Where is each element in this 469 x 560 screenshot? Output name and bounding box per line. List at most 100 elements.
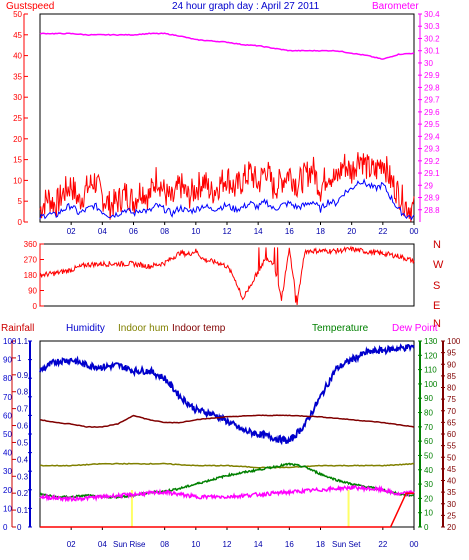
temperature-tick-label: 110 — [424, 366, 437, 375]
dewpoint-tick-label: 80 — [447, 384, 456, 393]
baro-tick-label: 29 — [424, 181, 433, 190]
gust-tick-label: 20 — [13, 135, 22, 144]
time-tick-label: 14 — [254, 227, 263, 236]
time-tick-label: 22 — [378, 227, 387, 236]
time-tick-label: 16 — [285, 227, 294, 236]
temperature-tick-label: 0 — [424, 523, 429, 532]
time-tick-label: 08 — [160, 227, 169, 236]
baro-tick-label: 29.9 — [424, 71, 440, 80]
rainfall-tick-label: 0.3 — [17, 472, 29, 481]
humidity-tick-label: 10 — [3, 504, 12, 513]
time-tick-label: 12 — [223, 227, 232, 236]
dewpoint-tick-label: 40 — [447, 477, 456, 486]
humidity-tick-label: 0 — [3, 523, 8, 532]
temperature-tick-label: 50 — [424, 451, 433, 460]
dew-point-label: Dew Point — [392, 323, 438, 334]
dewpoint-tick-label: 90 — [447, 360, 456, 369]
time-tick-label: 18 — [316, 227, 325, 236]
dewpoint-tick-label: 60 — [447, 430, 456, 439]
compass-w: W — [433, 259, 444, 271]
gust-tick-label: 5 — [18, 197, 23, 206]
baro-tick-label: 28.8 — [424, 206, 440, 215]
dewpoint-tick-label: 70 — [447, 407, 456, 416]
time-tick-label: 04 — [98, 227, 107, 236]
compass-s: S — [433, 280, 440, 292]
temperature-tick-label: 80 — [424, 409, 433, 418]
chart-title: 24 hour graph day : April 27 2011 — [172, 1, 320, 12]
baro-tick-label: 29.1 — [424, 169, 440, 178]
gust-tick-label: 25 — [13, 114, 22, 123]
gust-tick-label: 40 — [13, 52, 22, 61]
temperature-tick-label: 60 — [424, 437, 433, 446]
temperature-tick-label: 30 — [424, 480, 433, 489]
humidity-tick-label: 100 — [3, 337, 17, 346]
dewpoint-tick-label: 30 — [447, 500, 456, 509]
temperature-tick-label: 40 — [424, 466, 433, 475]
gust-tick-label: 50 — [13, 10, 22, 19]
rainfall-tick-label: 0 — [17, 523, 22, 532]
time-tick-label-bottom: 16 — [285, 540, 294, 549]
temperature-tick-label: 70 — [424, 423, 433, 432]
rainfall-tick-label: 0.6 — [17, 422, 29, 431]
humidity-line — [39, 343, 415, 446]
baro-tick-label: 29.5 — [424, 120, 440, 129]
indoor-temp-line — [39, 414, 415, 428]
time-tick-label: 06 — [129, 227, 138, 236]
direction-tick-label: 180 — [24, 271, 38, 280]
dewpoint-line — [39, 484, 415, 503]
temperature-tick-label: 130 — [424, 337, 438, 346]
humidity-tick-label: 70 — [3, 393, 12, 402]
humidity-tick-label: 80 — [3, 374, 12, 383]
compass-n-bottom: N — [433, 318, 441, 330]
baro-tick-label: 29.2 — [424, 157, 440, 166]
time-tick-label-bottom: 10 — [191, 540, 200, 549]
baro-tick-label: 30.4 — [424, 10, 440, 19]
gust-tick-label: 45 — [13, 31, 22, 40]
rainfall-tick-label: 0.4 — [17, 455, 29, 464]
time-tick-label-bottom: 22 — [378, 540, 387, 549]
time-tick-label: 02 — [67, 227, 76, 236]
dewpoint-tick-label: 95 — [447, 349, 456, 358]
humidity-tick-label: 30 — [3, 467, 12, 476]
time-tick-label-bottom: 04 — [98, 540, 107, 549]
gust-tick-label: 15 — [13, 156, 22, 165]
gust-tick-label: 35 — [13, 72, 22, 81]
temperature-tick-label: 10 — [424, 509, 433, 518]
temperature-label: Temperature — [312, 323, 369, 334]
baro-tick-label: 29.7 — [424, 96, 440, 105]
time-tick-label-bottom: 12 — [223, 540, 232, 549]
direction-tick-label: 90 — [28, 287, 37, 296]
baro-tick-label: 29.8 — [424, 83, 440, 92]
temperature-tick-label: 20 — [424, 494, 433, 503]
baro-tick-label: 28.9 — [424, 194, 440, 203]
time-tick-label-bottom: 18 — [316, 540, 325, 549]
sun-set-label: Sun Set — [332, 540, 361, 549]
direction-tick-label: 360 — [24, 240, 38, 249]
gust-line — [39, 152, 415, 222]
humidity-tick-label: 60 — [3, 411, 12, 420]
temperature-tick-label: 90 — [424, 394, 433, 403]
sun-rise-label: Sun Rise — [113, 540, 146, 549]
baro-tick-label: 29.6 — [424, 108, 440, 117]
time-tick-label: 10 — [191, 227, 200, 236]
baro-tick-label: 29.3 — [424, 145, 440, 154]
barometer-label: Barometer — [372, 1, 419, 12]
baro-tick-label: 29.4 — [424, 132, 440, 141]
humidity-tick-label: 20 — [3, 486, 12, 495]
dewpoint-tick-label: 100 — [447, 337, 461, 346]
rainfall-tick-label: 1 — [17, 354, 22, 363]
rainfall-line — [40, 492, 414, 528]
temperature-line — [40, 462, 415, 500]
rainfall-tick-label: 0.7 — [17, 405, 29, 414]
gust-tick-label: 10 — [13, 176, 22, 185]
humidity-tick-label: 50 — [3, 430, 12, 439]
dewpoint-tick-label: 65 — [447, 418, 456, 427]
barometer-line — [39, 32, 415, 60]
rainfall-label: Rainfall — [1, 323, 34, 334]
dewpoint-tick-label: 85 — [447, 372, 456, 381]
dewpoint-tick-label: 55 — [447, 442, 456, 451]
baro-tick-label: 30.1 — [424, 47, 440, 56]
direction-tick-label: 270 — [24, 256, 38, 265]
rainfall-tick-label: 0.1 — [17, 506, 29, 515]
time-tick-label: 00 — [410, 227, 419, 236]
